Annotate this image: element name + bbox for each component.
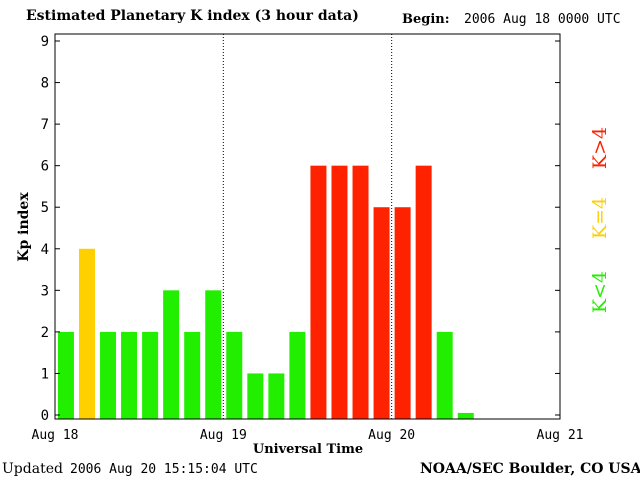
- kp-bar: [184, 331, 201, 419]
- kp-bar: [100, 331, 117, 419]
- kp-bar: [331, 165, 348, 419]
- x-tick-label: Aug 21: [537, 428, 584, 443]
- kp-bar: [247, 373, 264, 419]
- kp-bar: [226, 331, 243, 419]
- legend-item: K<4: [589, 271, 611, 313]
- y-tick-label: 2: [41, 325, 49, 341]
- plot-frame: [54, 33, 561, 420]
- updated-label: Updated: [2, 461, 63, 477]
- legend-item: K>4: [589, 127, 611, 169]
- y-tick-label: 4: [41, 242, 49, 258]
- kp-bar: [121, 331, 138, 419]
- x-tick-label: Aug 18: [32, 428, 79, 443]
- legend: K>4 K=4 K<4: [589, 127, 611, 313]
- credit-text: NOAA/SEC Boulder, CO USA: [420, 461, 640, 477]
- kp-bar: [78, 248, 95, 419]
- y-tick-label: 6: [41, 159, 49, 175]
- kp-bar: [457, 412, 474, 419]
- x-axis-label: Universal Time: [253, 442, 363, 457]
- kp-bar: [289, 331, 306, 419]
- kp-bar: [415, 165, 432, 419]
- kp-bar: [205, 290, 222, 419]
- kp-bar: [142, 331, 159, 419]
- y-tick-label: 8: [41, 76, 49, 92]
- x-tick-label: Aug 19: [200, 428, 247, 443]
- kp-bar: [57, 331, 74, 419]
- y-axis-label: Kp index: [16, 192, 32, 262]
- kp-bar: [268, 373, 285, 419]
- kp-bar: [394, 207, 411, 419]
- y-tick-label: 7: [41, 117, 49, 133]
- x-tick-label: Aug 20: [368, 428, 415, 443]
- kp-bar: [310, 165, 327, 419]
- y-tick-label: 5: [41, 200, 49, 216]
- kp-bar: [163, 290, 180, 419]
- y-tick-label: 1: [41, 366, 49, 382]
- begin-label: Begin:: [402, 12, 450, 27]
- y-tick-label: 3: [41, 283, 49, 299]
- kp-bar: [436, 331, 453, 419]
- updated-value: 2006 Aug 20 15:15:04 UTC: [70, 462, 258, 477]
- kp-bar: [352, 165, 369, 419]
- y-tick-label: 0: [41, 408, 49, 424]
- legend-item: K=4: [589, 197, 611, 239]
- y-tick-label: 9: [41, 34, 49, 50]
- chart-title: Estimated Planetary K index (3 hour data…: [26, 8, 359, 24]
- kp-bar: [373, 207, 390, 419]
- begin-value: 2006 Aug 18 0000 UTC: [464, 12, 621, 27]
